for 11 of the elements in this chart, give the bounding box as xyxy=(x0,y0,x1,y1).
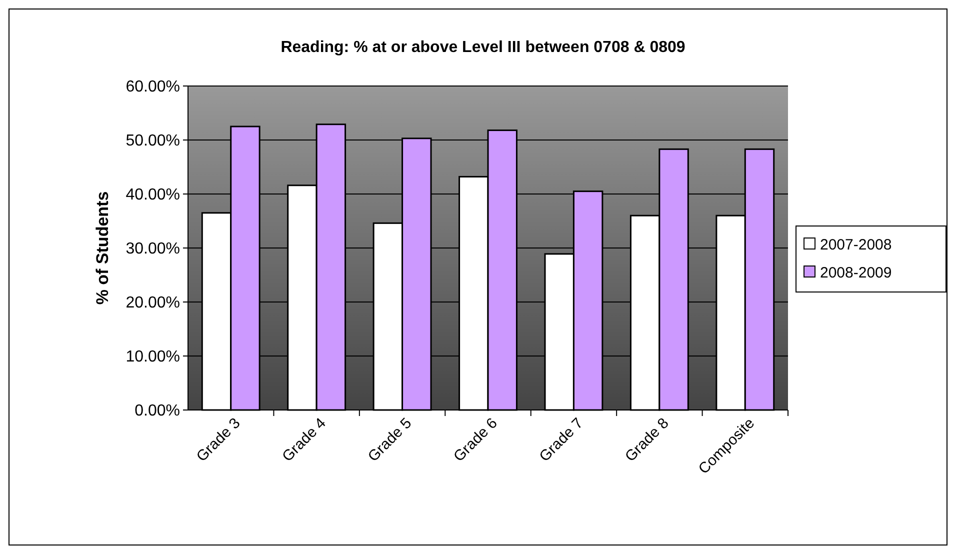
y-tick-label: 50.00% xyxy=(126,132,180,150)
y-tick-label: 30.00% xyxy=(126,240,180,258)
legend-label: 2008-2009 xyxy=(820,264,892,282)
y-tick-label: 0.00% xyxy=(134,402,180,420)
chart-title: Reading: % at or above Level III between 0708 & 0809 xyxy=(280,39,686,56)
y-axis-title: % of Students xyxy=(93,191,112,305)
y-tick-label: 10.00% xyxy=(126,348,180,366)
y-tick-label: 40.00% xyxy=(126,186,180,204)
legend-label: 2007-2008 xyxy=(820,236,892,254)
y-tick-label: 20.00% xyxy=(126,294,180,312)
y-tick-label: 60.00% xyxy=(126,78,180,96)
